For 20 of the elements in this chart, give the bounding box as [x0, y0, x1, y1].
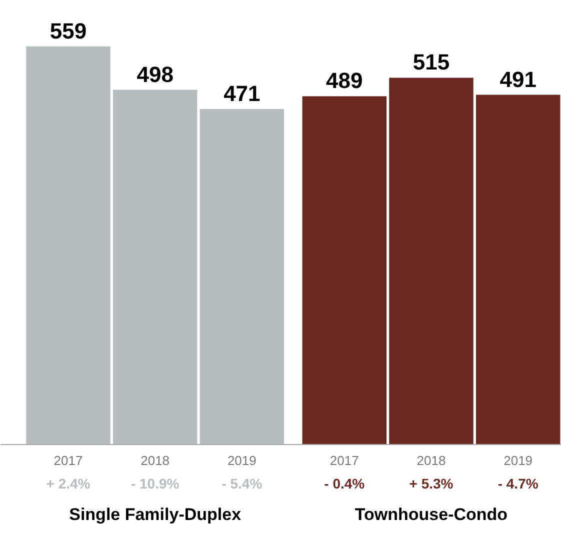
data-label: 491 — [500, 66, 536, 92]
x-tick-label: 2017 — [330, 452, 359, 468]
data-label: 498 — [136, 62, 174, 87]
text: - 4.7% — [498, 475, 539, 492]
x-tick-label: 2017 — [54, 452, 83, 468]
data-label: 515 — [412, 50, 450, 75]
text: + 2.4% — [46, 475, 91, 492]
text: - 5.4% — [222, 475, 263, 492]
text: Townhouse-Condo — [354, 505, 508, 524]
x-tick-label: 2018 — [140, 452, 170, 468]
text: + 5.3% — [409, 475, 454, 492]
data-label: 489 — [326, 68, 363, 94]
x-tick-label: 2019 — [227, 452, 256, 468]
x-tick-label: 2019 — [504, 452, 533, 468]
text: - 10.9% — [130, 475, 180, 492]
text: Single Family-Duplex — [69, 505, 242, 524]
x-tick-label: 2018 — [416, 452, 446, 468]
text: - 0.4% — [324, 475, 366, 492]
data-label: 471 — [224, 81, 260, 106]
data-label: 559 — [50, 18, 87, 44]
